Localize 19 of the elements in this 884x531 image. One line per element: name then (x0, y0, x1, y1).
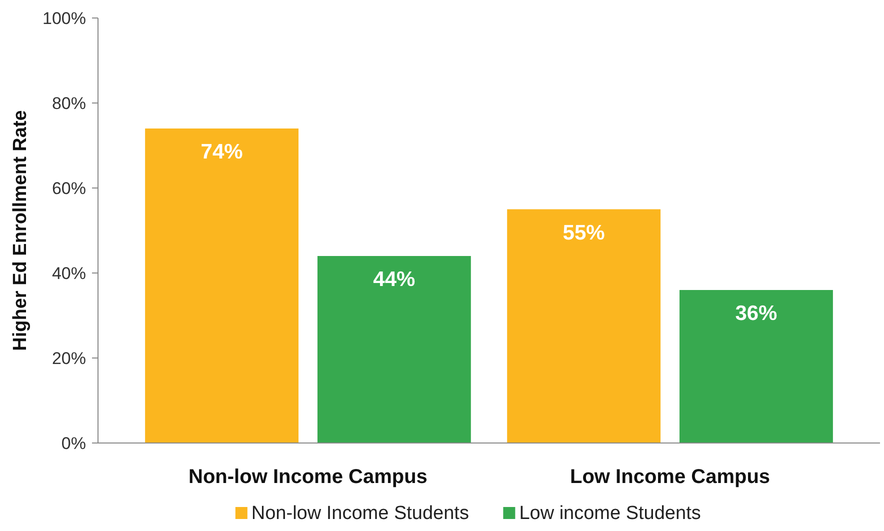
bar (145, 128, 298, 443)
data-label: 55% (562, 221, 606, 244)
y-axis-title: Higher Ed Enrollment Rate (10, 110, 31, 351)
y-tick-label: 100% (42, 8, 86, 28)
x-tick-label: Non-low Income Campus (188, 466, 428, 488)
legend-label: Non-low Income Students (251, 503, 469, 524)
y-tick-label: 80% (52, 94, 86, 113)
x-tick-label: Low Income Campus (570, 466, 770, 488)
y-tick-label: 20% (52, 348, 86, 368)
bar (680, 290, 833, 443)
y-tick-label: 60% (52, 178, 86, 198)
data-label: 74% (200, 140, 244, 164)
data-label: 36% (735, 302, 778, 325)
legend-label: Low income Students (519, 503, 701, 524)
y-tick-label: 0% (61, 434, 86, 453)
bar (317, 256, 471, 443)
bar (507, 209, 661, 443)
data-label: 44% (373, 268, 416, 291)
y-tick-label: 40% (52, 264, 86, 283)
